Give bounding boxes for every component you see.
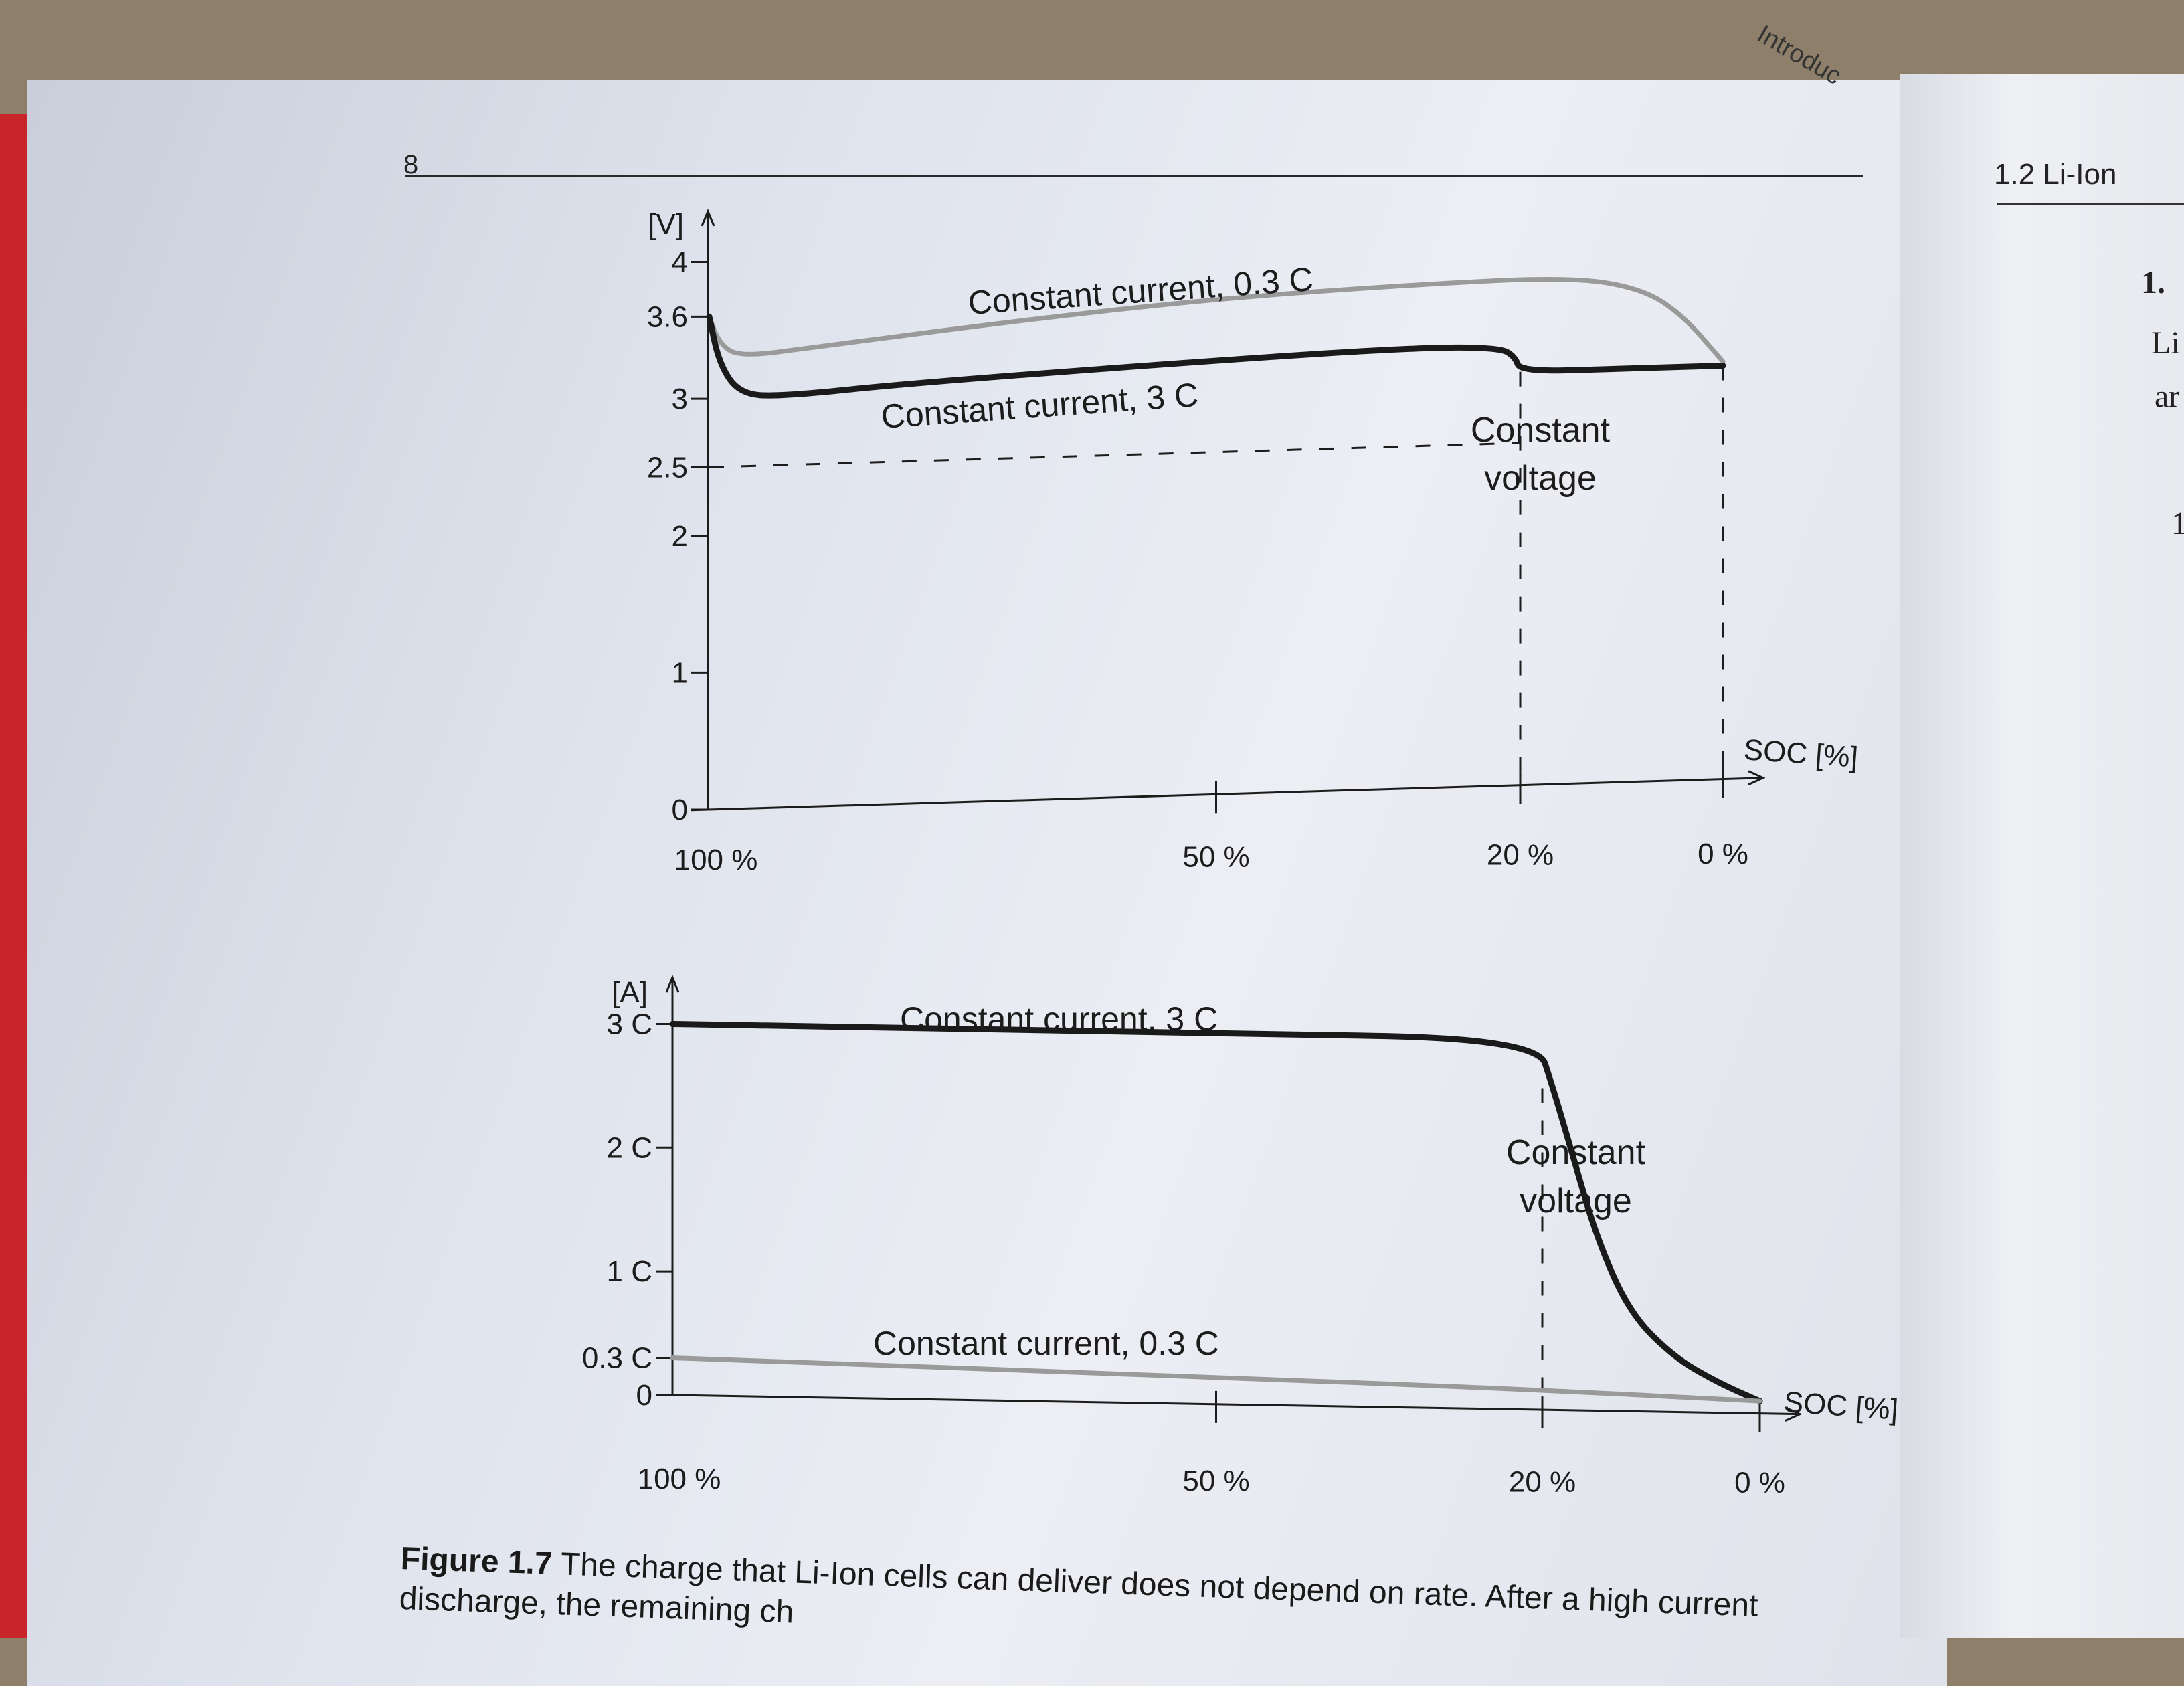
y-tick-label: 3	[672, 383, 688, 415]
x-tick-label: 0 %	[1734, 1467, 1785, 1499]
x-axis	[655, 1394, 1801, 1416]
x-axis-label: SOC [%]	[1783, 1386, 1899, 1426]
annotation-label: Constant	[1506, 1133, 1646, 1172]
y-axis-arrow	[701, 209, 715, 227]
x-tick-label: 100 %	[674, 844, 758, 876]
x-axis-label: SOC [%]	[1742, 733, 1859, 774]
x-tick-label: 100 %	[638, 1463, 721, 1495]
voltage-chart: [V] SOC [%] 0 1 2 2.5 3 3.6 4 100 % 50 % 20 % 0 % Con…	[647, 208, 1859, 876]
x-tick-label: 20 %	[1509, 1465, 1576, 1498]
annotation-label: Constant current, 0.3 C	[967, 260, 1315, 322]
annotation-label: voltage	[1484, 459, 1597, 498]
right-page-fragment: ar	[2155, 379, 2180, 414]
y-tick-label: 0	[636, 1379, 652, 1412]
y-axis-label: [V]	[648, 208, 684, 241]
x-axis-arrow	[1785, 1406, 1803, 1422]
book-page-right	[1900, 74, 2184, 1638]
y-tick-label: 2	[672, 520, 688, 553]
right-page-fragment: 1	[2171, 506, 2184, 541]
right-page-rule	[1997, 203, 2184, 205]
y-tick-label: 2.5	[647, 451, 688, 484]
figure-1-7-charts: [V] SOC [%] 0 1 2 2.5 3 3.6 4 100 % 50 % 20 % 0 % Con…	[582, 208, 1900, 1499]
y-tick-label: 3 C	[607, 1008, 652, 1040]
series-line-3c	[669, 1020, 1763, 1404]
annotation-label: Constant	[1471, 411, 1611, 450]
x-tick-label: 50 %	[1182, 1465, 1249, 1497]
x-tick-label: 20 %	[1487, 839, 1554, 872]
series-line-0-3c	[707, 277, 1726, 364]
book-page-left	[27, 80, 1947, 1686]
y-tick-label: 0	[672, 793, 688, 826]
current-chart: [A] SOC [%] 0 0.3 C 1 C 2 C 3 C 100 % 50 % 20 % 0 …	[582, 975, 1899, 1499]
annotation-label: Constant current, 3 C	[900, 1000, 1218, 1038]
y-tick-label: 1	[672, 656, 688, 689]
right-page-fragment: 1.	[2141, 265, 2165, 300]
y-axis-arrow	[665, 975, 680, 993]
y-tick-label: 4	[672, 246, 688, 278]
right-page-section-title: 1.2 Li-Ion	[1994, 158, 2117, 191]
series-line-0-3c	[670, 1355, 1762, 1404]
x-tick-label: 0 %	[1698, 838, 1748, 870]
y-tick-label: 1 C	[607, 1255, 652, 1288]
x-tick-label: 50 %	[1182, 840, 1249, 873]
x-axis	[691, 777, 1764, 812]
y-tick-label: 2 C	[607, 1131, 652, 1164]
caption-label: Figure 1.7	[400, 1540, 553, 1582]
y-tick-label: 3.6	[647, 300, 688, 333]
x-axis-arrow	[1748, 770, 1766, 786]
y-axis-label: [A]	[612, 976, 648, 1009]
dashed-reference-line	[709, 442, 1521, 468]
running-head-rule	[405, 175, 1863, 177]
right-page-fragment: Li	[2151, 325, 2180, 361]
series-line-3c	[706, 313, 1726, 399]
y-tick-label: 0.3 C	[582, 1342, 652, 1375]
annotation-label: voltage	[1520, 1182, 1632, 1220]
page-number: 8	[403, 150, 419, 179]
annotation-label: Constant current, 0.3 C	[873, 1325, 1219, 1362]
